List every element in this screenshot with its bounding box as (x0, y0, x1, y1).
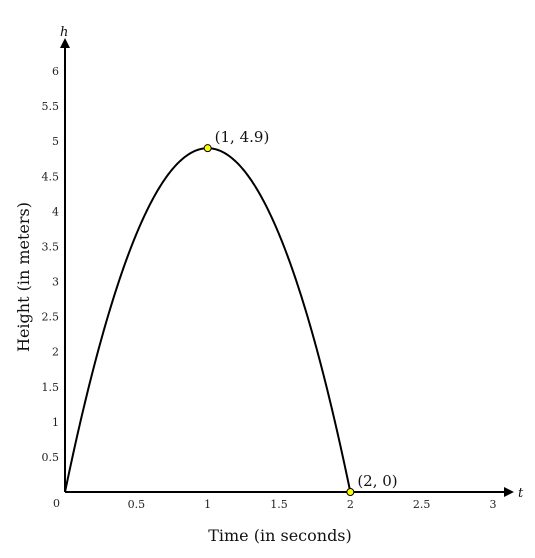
y-axis-title: Height (in meters) (14, 202, 33, 352)
y-tick-label: 4.5 (42, 170, 60, 183)
y-tick-label: 6 (52, 65, 59, 78)
y-tick-label: 5 (52, 135, 59, 148)
point-label: (1, 4.9) (215, 128, 270, 146)
x-axis-title: Time (in seconds) (208, 526, 352, 545)
height-curve (64, 147, 352, 493)
x-tick-label: 1.5 (270, 498, 288, 511)
x-tick-labels: 0.5 1 1.5 2 2.5 3 (128, 498, 497, 511)
origin-label: 0 (53, 497, 60, 510)
y-tick-label: 1 (52, 416, 59, 429)
y-tick-label: 1.5 (42, 381, 60, 394)
highlighted-points: (1, 4.9) (2, 0) (203, 128, 398, 496)
x-tick-label: 2.5 (413, 498, 431, 511)
x-tick-label: 1 (204, 498, 211, 511)
x-tick-label: 3 (490, 498, 497, 511)
y-tick-label: 0.5 (42, 451, 60, 464)
x-tick-label: 0.5 (128, 498, 146, 511)
y-tick-labels: 0.5 1 1.5 2 2.5 3 3.5 4 4.5 5 5.5 6 (42, 65, 60, 464)
y-tick-label: 4 (52, 205, 59, 218)
y-axis-variable: h (60, 25, 68, 40)
y-tick-label: 3.5 (42, 240, 60, 253)
y-tick-label: 2 (52, 346, 59, 359)
point-label: (2, 0) (357, 472, 397, 490)
point-marker (203, 144, 212, 153)
x-tick-label: 2 (347, 498, 354, 511)
y-tick-label: 3 (52, 276, 59, 289)
y-tick-label: 2.5 (42, 311, 60, 324)
point-marker (346, 488, 355, 496)
x-axis-variable: t (518, 486, 524, 501)
y-tick-label: 5.5 (42, 100, 60, 113)
